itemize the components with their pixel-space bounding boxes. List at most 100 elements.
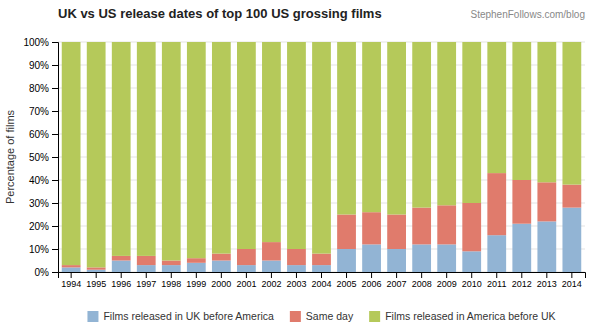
bar	[437, 205, 456, 244]
bar	[562, 208, 581, 272]
x-tick-mark	[371, 272, 372, 278]
bar	[512, 224, 531, 272]
bar	[237, 265, 256, 272]
bar	[437, 42, 456, 205]
bar	[512, 180, 531, 224]
bar	[462, 203, 481, 251]
x-tick-mark	[296, 272, 297, 278]
bar	[187, 263, 206, 272]
x-tick: 1998	[161, 272, 181, 289]
x-tick-label: 2003	[286, 279, 306, 289]
legend-swatch	[87, 311, 98, 322]
y-tick-mark	[52, 249, 58, 250]
x-tick: 2004	[311, 272, 331, 289]
bar	[87, 267, 106, 269]
x-tick-label: 2009	[437, 279, 457, 289]
bar	[212, 261, 231, 273]
legend-label: Films released in America before UK	[385, 310, 555, 322]
x-tick-label: 2006	[362, 279, 382, 289]
title: UK vs US release dates of top 100 US gro…	[58, 6, 382, 21]
x-tick: 1997	[136, 272, 156, 289]
subtitle: StephenFollows.com/blog	[470, 9, 585, 20]
bar	[137, 256, 156, 265]
y-tick: 60%	[29, 129, 58, 140]
x-tick-label: 2008	[412, 279, 432, 289]
bar	[237, 249, 256, 265]
x-tick-mark	[471, 272, 472, 278]
grid	[58, 42, 585, 272]
x-tick: 2011	[487, 272, 506, 289]
y-tick-label: 0%	[35, 267, 50, 278]
y-tick: 50%	[29, 152, 58, 163]
legend-swatch	[290, 311, 301, 322]
x-tick-mark	[496, 272, 497, 278]
bar	[87, 42, 106, 267]
bars	[62, 42, 581, 272]
bar	[312, 42, 331, 254]
bar	[337, 215, 356, 250]
bar	[212, 254, 231, 261]
bar	[287, 249, 306, 265]
bar	[112, 256, 131, 261]
y-tick-label: 20%	[29, 221, 49, 232]
bar	[187, 258, 206, 263]
x-axis-line	[59, 273, 586, 279]
bar	[337, 42, 356, 215]
plot: 0%10%20%30%40%50%60%70%80%90%100%1994199…	[23, 37, 585, 290]
x-tick-mark	[546, 272, 547, 278]
x-tick-label: 2014	[562, 279, 582, 289]
x-tick-mark	[96, 272, 97, 278]
legend-item: Films released in UK before America	[87, 310, 274, 322]
y-tick-mark	[52, 157, 58, 158]
bar	[462, 251, 481, 272]
x-tick: 1994	[61, 272, 81, 289]
x-tick-label: 1994	[61, 279, 81, 289]
bar	[412, 42, 431, 208]
x-tick: 2007	[387, 272, 407, 289]
bar	[112, 261, 131, 273]
bar	[187, 42, 206, 258]
x-tick-label: 2011	[487, 279, 506, 289]
bar	[62, 267, 81, 272]
y-tick-label: 40%	[29, 175, 49, 186]
y-tick-mark	[52, 203, 58, 204]
x-tick: 2014	[562, 272, 582, 289]
bar	[562, 185, 581, 208]
x-tick-label: 2013	[537, 279, 557, 289]
chart: UK vs US release dates of top 100 US gro…	[0, 0, 600, 334]
x-tick: 2010	[462, 272, 482, 289]
y-tick-label: 60%	[29, 129, 49, 140]
y-tick-mark	[52, 111, 58, 112]
bar	[287, 265, 306, 272]
x-tick-label: 1997	[136, 279, 156, 289]
x-tick-mark	[571, 272, 572, 278]
bar	[162, 265, 181, 272]
x-tick: 2001	[236, 272, 256, 289]
bar	[462, 42, 481, 203]
x-tick-label: 2001	[236, 279, 256, 289]
bar	[387, 42, 406, 215]
y-tick-mark	[52, 134, 58, 135]
x-tick-label: 2002	[261, 279, 281, 289]
y-tick-label: 70%	[29, 106, 49, 117]
x-tick-label: 1999	[186, 279, 206, 289]
bar	[162, 261, 181, 266]
bar	[362, 244, 381, 272]
y-tick: 20%	[29, 221, 58, 232]
x-tick: 2012	[512, 272, 532, 289]
x-tick-label: 2010	[462, 279, 482, 289]
bar	[287, 42, 306, 249]
y-tick-label: 80%	[29, 83, 49, 94]
y-tick-mark	[52, 272, 58, 273]
x-tick-label: 2005	[337, 279, 357, 289]
x-tick-mark	[421, 272, 422, 278]
bar	[412, 208, 431, 245]
y-tick-mark	[52, 180, 58, 181]
y-tick: 30%	[29, 198, 58, 209]
legend-item: Same day	[290, 310, 354, 322]
y-tick: 70%	[29, 106, 58, 117]
bar	[137, 265, 156, 272]
bar	[262, 42, 281, 242]
x-tick-mark	[121, 272, 122, 278]
x-tick-label: 2007	[387, 279, 407, 289]
